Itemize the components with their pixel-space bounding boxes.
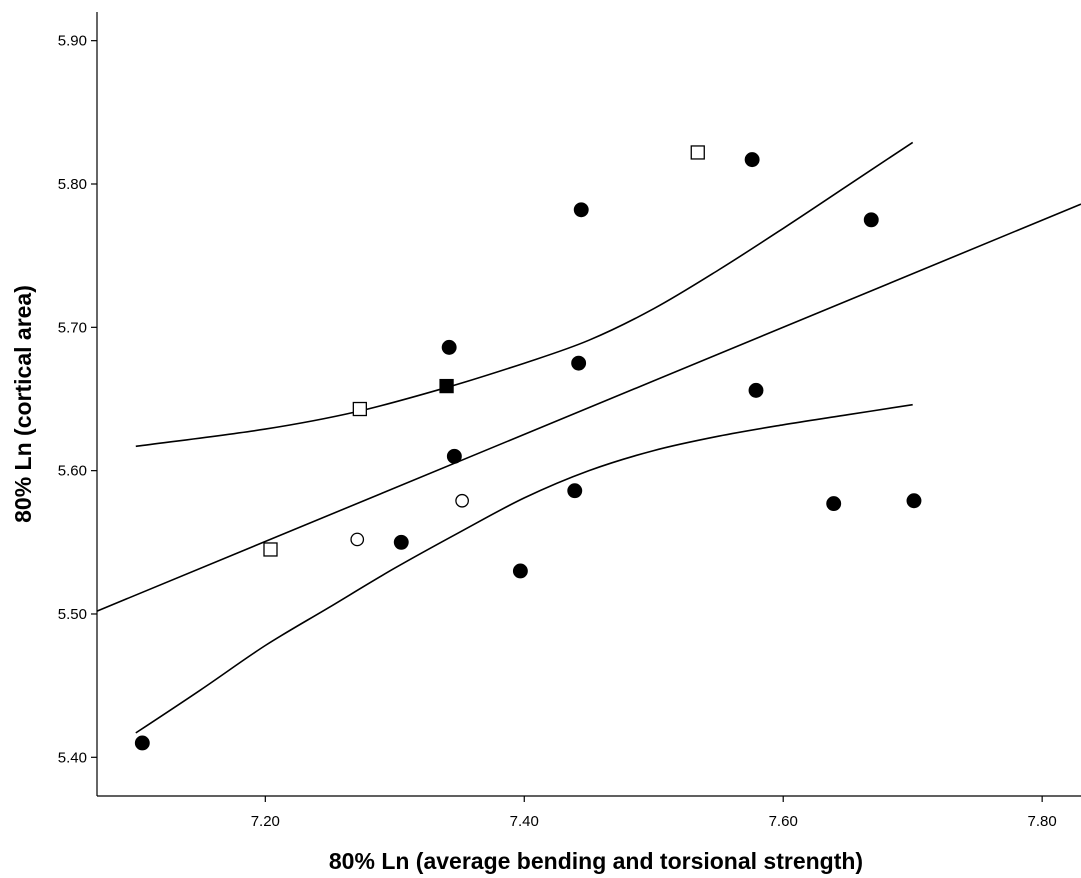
- data-point-filled-circle: [748, 382, 764, 398]
- y-tick-label: 5.90: [58, 33, 87, 50]
- y-tick-label: 5.60: [58, 463, 87, 480]
- axes: [96, 12, 1081, 797]
- data-point-open-square: [690, 145, 705, 160]
- y-tick-label: 5.70: [58, 319, 87, 336]
- data-point-open-square: [263, 542, 278, 557]
- data-point-filled-circle: [393, 534, 409, 550]
- x-tick-label: 7.60: [769, 813, 798, 830]
- y-axis-title: 80% Ln (cortical area): [10, 285, 36, 523]
- data-point-filled-circle: [826, 496, 842, 512]
- y-tick-label: 5.40: [58, 749, 87, 766]
- fit-line: [96, 203, 1081, 612]
- data-points: [134, 145, 922, 751]
- data-point-filled-circle: [134, 735, 150, 751]
- data-point-filled-circle: [573, 202, 589, 218]
- x-tick-label: 7.40: [510, 813, 539, 830]
- data-point-open-circle: [350, 532, 365, 547]
- data-point-filled-circle: [441, 339, 457, 355]
- y-tick-label: 5.50: [58, 606, 87, 623]
- data-point-filled-circle: [863, 212, 879, 228]
- x-tick-label: 7.20: [251, 813, 280, 830]
- data-point-filled-circle: [446, 448, 462, 464]
- x-tick-label: 7.80: [1028, 813, 1057, 830]
- data-point-filled-circle: [571, 355, 587, 371]
- ci-lower-curve: [135, 403, 913, 734]
- data-point-filled-circle: [906, 493, 922, 509]
- data-point-filled-square: [439, 378, 454, 394]
- data-point-open-square: [352, 401, 367, 417]
- x-axis-title: 80% Ln (average bending and torsional st…: [329, 848, 863, 874]
- data-point-filled-circle: [567, 483, 583, 499]
- regression-curves: [96, 141, 1081, 734]
- data-point-filled-circle: [744, 152, 760, 168]
- ticks: 7.20 7.40 7.60 7.80 5.40 5.50 5.60 5.70 5.80 5.90: [58, 33, 1057, 830]
- data-point-open-circle: [455, 493, 469, 508]
- y-tick-label: 5.80: [58, 176, 87, 193]
- data-point-filled-circle: [512, 563, 528, 579]
- ci-upper-curve: [135, 141, 914, 448]
